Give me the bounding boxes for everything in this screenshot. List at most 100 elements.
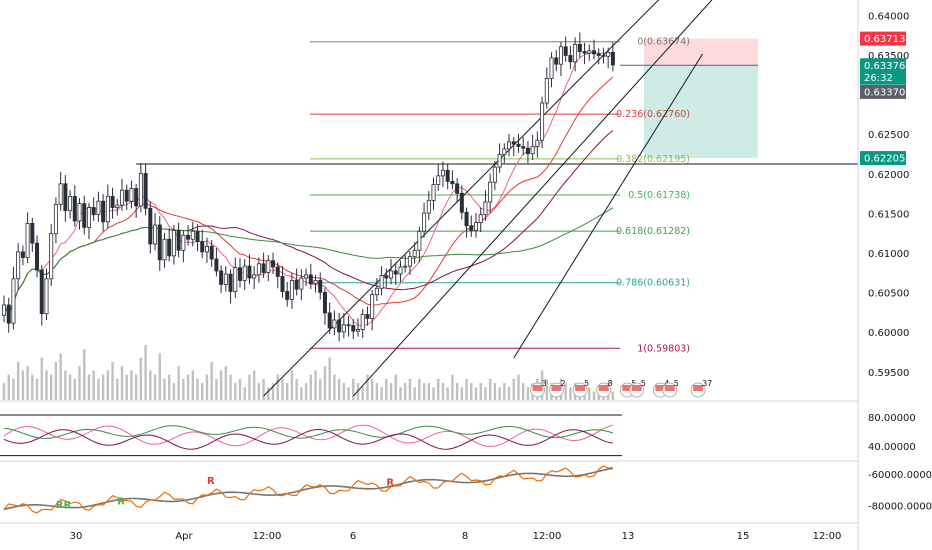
candle[interactable] — [200, 241, 205, 253]
candle[interactable] — [72, 196, 77, 222]
candle[interactable] — [393, 270, 398, 275]
candle[interactable] — [299, 277, 304, 290]
candle[interactable] — [351, 325, 356, 332]
candle[interactable] — [124, 189, 129, 202]
candle[interactable] — [143, 173, 148, 209]
candle[interactable] — [384, 275, 389, 279]
channel-line[interactable] — [263, 0, 675, 397]
candle[interactable] — [105, 196, 110, 223]
position-target-zone[interactable] — [644, 65, 758, 159]
candle[interactable] — [332, 319, 337, 329]
candle[interactable] — [407, 256, 412, 267]
candle[interactable] — [563, 46, 568, 56]
candle[interactable] — [53, 203, 58, 235]
main-price-pane[interactable]: 0(0.63674) 0.236(0.62760) 0.382(0.62195) 0.… — [2, 0, 858, 400]
candle[interactable] — [190, 230, 195, 240]
candle[interactable] — [587, 50, 592, 54]
candle[interactable] — [431, 184, 436, 201]
candle[interactable] — [261, 263, 266, 273]
candle[interactable] — [355, 329, 360, 332]
candle[interactable] — [445, 169, 450, 182]
candle[interactable] — [422, 212, 427, 232]
candle[interactable] — [39, 269, 44, 315]
candle[interactable] — [577, 43, 582, 52]
candle[interactable] — [558, 46, 563, 65]
candle[interactable] — [322, 291, 327, 314]
candle[interactable] — [219, 270, 224, 285]
candle[interactable] — [214, 258, 219, 272]
candle[interactable] — [77, 203, 82, 222]
candle[interactable] — [186, 234, 191, 240]
candle[interactable] — [516, 143, 521, 147]
candle[interactable] — [86, 207, 91, 228]
candle[interactable] — [544, 78, 549, 104]
candle[interactable] — [280, 276, 285, 292]
candle[interactable] — [115, 204, 120, 208]
candle[interactable] — [511, 141, 516, 145]
candle[interactable] — [582, 51, 587, 54]
candle[interactable] — [223, 273, 228, 285]
candle[interactable] — [540, 102, 545, 141]
candle[interactable] — [82, 203, 87, 228]
candle[interactable] — [129, 188, 134, 202]
position-stop-zone[interactable] — [644, 38, 758, 66]
candle[interactable] — [195, 230, 200, 243]
candle[interactable] — [521, 146, 526, 149]
oscillator-pane-2[interactable]: RR RR R — [3, 465, 614, 514]
candle[interactable] — [469, 225, 474, 231]
candle[interactable] — [389, 270, 394, 279]
candle[interactable] — [247, 265, 252, 279]
candle[interactable] — [294, 280, 299, 290]
candle[interactable] — [176, 230, 181, 251]
candle[interactable] — [318, 280, 323, 293]
candle[interactable] — [346, 324, 351, 327]
candle[interactable] — [379, 275, 384, 289]
candle[interactable] — [592, 50, 597, 55]
candle[interactable] — [327, 312, 332, 329]
candle[interactable] — [35, 242, 40, 271]
candle[interactable] — [181, 234, 186, 251]
candle[interactable] — [16, 251, 21, 280]
candle[interactable] — [233, 267, 238, 292]
candle[interactable] — [360, 314, 365, 330]
candle[interactable] — [101, 200, 106, 223]
candle[interactable] — [228, 273, 233, 292]
candle[interactable] — [157, 224, 162, 261]
candle[interactable] — [308, 274, 313, 284]
candle[interactable] — [162, 238, 167, 261]
candle[interactable] — [507, 141, 512, 150]
candle[interactable] — [497, 154, 502, 168]
candle[interactable] — [110, 196, 115, 208]
candle[interactable] — [30, 222, 35, 244]
candle[interactable] — [153, 224, 158, 245]
candle[interactable] — [426, 200, 431, 214]
candle[interactable] — [304, 274, 309, 279]
candle[interactable] — [2, 304, 7, 316]
candle[interactable] — [275, 266, 280, 277]
candle[interactable] — [148, 207, 153, 245]
candle[interactable] — [601, 55, 606, 57]
candle[interactable] — [171, 230, 176, 257]
candle[interactable] — [440, 169, 445, 177]
candle[interactable] — [58, 183, 63, 205]
candle[interactable] — [473, 222, 478, 231]
candle[interactable] — [167, 238, 172, 257]
candle[interactable] — [459, 192, 464, 213]
candle[interactable] — [289, 280, 294, 300]
candle[interactable] — [535, 139, 540, 147]
candle[interactable] — [374, 287, 379, 296]
candle[interactable] — [341, 324, 346, 333]
candle[interactable] — [554, 57, 559, 65]
candle[interactable] — [11, 278, 16, 324]
candle[interactable] — [285, 291, 290, 300]
candle[interactable] — [502, 148, 507, 155]
candle[interactable] — [91, 207, 96, 216]
candle[interactable] — [20, 251, 25, 258]
channel-line[interactable] — [513, 53, 703, 359]
candle[interactable] — [488, 181, 493, 203]
candle[interactable] — [549, 57, 554, 79]
candle[interactable] — [256, 263, 261, 276]
candle[interactable] — [313, 280, 318, 284]
candle[interactable] — [606, 51, 611, 57]
candle[interactable] — [63, 183, 68, 212]
